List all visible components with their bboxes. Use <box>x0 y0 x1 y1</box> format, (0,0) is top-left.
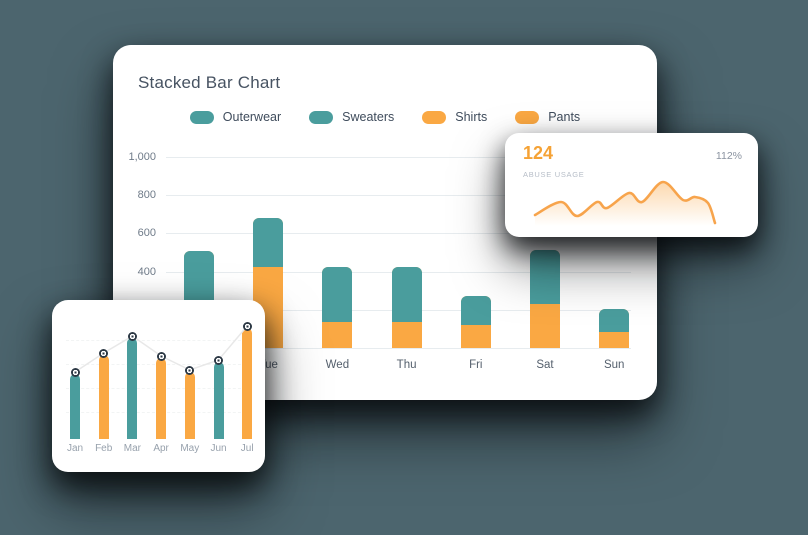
month-label-jun: Jun <box>210 443 227 454</box>
legend-label: Pants <box>548 110 581 124</box>
legend-label: Sweaters <box>342 110 395 124</box>
month-label-apr: Apr <box>153 443 169 454</box>
gridline-800 <box>166 195 631 197</box>
abuse-usage-stat-card: 124 ABUSE USAGE 112% <box>505 133 758 237</box>
stacked-bar-sat <box>530 249 560 348</box>
bar-segment-teal <box>460 296 491 326</box>
sparkline-line <box>533 180 717 225</box>
mini-bar-jan <box>70 374 80 439</box>
x-axis-label-sun: Sun <box>603 359 625 371</box>
bar-marker-dot <box>99 348 109 358</box>
stat-percent: 112% <box>715 150 742 162</box>
marker-connector-line <box>74 325 248 373</box>
bar-segment-teal <box>253 218 284 267</box>
gridline-0 <box>166 348 631 349</box>
x-axis-label-thu: Thu <box>396 359 417 371</box>
bar-marker-dot <box>70 367 80 377</box>
legend-pill-teal-icon <box>309 110 334 124</box>
chart-legend: Outerwear Sweaters Shirts Pants <box>113 110 657 124</box>
bar-marker-dot <box>185 365 195 375</box>
y-axis-label: 600 <box>137 227 156 240</box>
bar-marker-dot <box>127 331 137 341</box>
legend-item-sweaters: Sweaters <box>309 110 394 124</box>
month-label-feb: Feb <box>95 443 113 454</box>
sparkline-area-chart <box>533 180 717 226</box>
mini-bar-jul <box>242 328 253 439</box>
legend-label: Outerwear <box>222 110 282 124</box>
stacked-bar-thu <box>391 266 422 348</box>
bar-marker-dot <box>156 351 166 361</box>
mini-bar-apr <box>156 358 167 439</box>
month-label-may: May <box>180 443 200 454</box>
x-axis-label-wed: Wed <box>325 359 350 371</box>
monthly-mini-chart-card: Jan Feb Mar Apr May Jun Jul <box>52 300 265 472</box>
stacked-bar-fri <box>460 296 491 348</box>
legend-pill-orange-icon <box>422 110 447 124</box>
month-label-mar: Mar <box>123 443 141 454</box>
month-label-jul: Jul <box>240 443 254 454</box>
bar-segment-teal <box>322 266 353 323</box>
gridline-1000 <box>166 157 631 158</box>
stat-label: ABUSE USAGE <box>523 170 585 179</box>
gridline-600 <box>166 233 631 235</box>
stacked-bar-sun <box>599 308 630 348</box>
bar-marker-dot <box>242 321 252 331</box>
y-axis-label: 800 <box>137 189 156 202</box>
x-axis-label-fri: Fri <box>469 359 483 371</box>
mini-bar-feb <box>98 355 109 439</box>
sparkline-fill <box>535 181 715 226</box>
x-axis-label-sat: Sat <box>536 359 554 371</box>
stacked-bar-wed <box>322 266 353 348</box>
bar-segment-teal <box>530 249 560 305</box>
bar-segment-teal <box>599 308 630 332</box>
stat-value: 124 <box>523 143 554 163</box>
legend-item-shirts: Shirts <box>422 110 487 124</box>
y-axis-label: 400 <box>137 265 156 278</box>
bar-segment-teal <box>391 266 422 323</box>
bar-marker-dot <box>214 355 223 365</box>
mini-bar-mar <box>127 338 138 439</box>
legend-item-pants: Pants <box>515 110 580 124</box>
mini-bar-jun <box>213 362 224 439</box>
legend-label: Shirts <box>455 110 488 124</box>
legend-item-outerwear: Outerwear <box>189 110 282 124</box>
mini-bar-may <box>184 372 195 439</box>
month-label-jan: Jan <box>66 443 84 454</box>
mini-gridline <box>66 340 251 341</box>
legend-pill-orange-icon <box>515 110 540 124</box>
chart-title: Stacked Bar Chart <box>138 73 281 92</box>
y-axis-label: 1,000 <box>128 151 156 163</box>
stacked-bar-tue <box>253 218 284 348</box>
legend-pill-teal-icon <box>189 110 214 124</box>
